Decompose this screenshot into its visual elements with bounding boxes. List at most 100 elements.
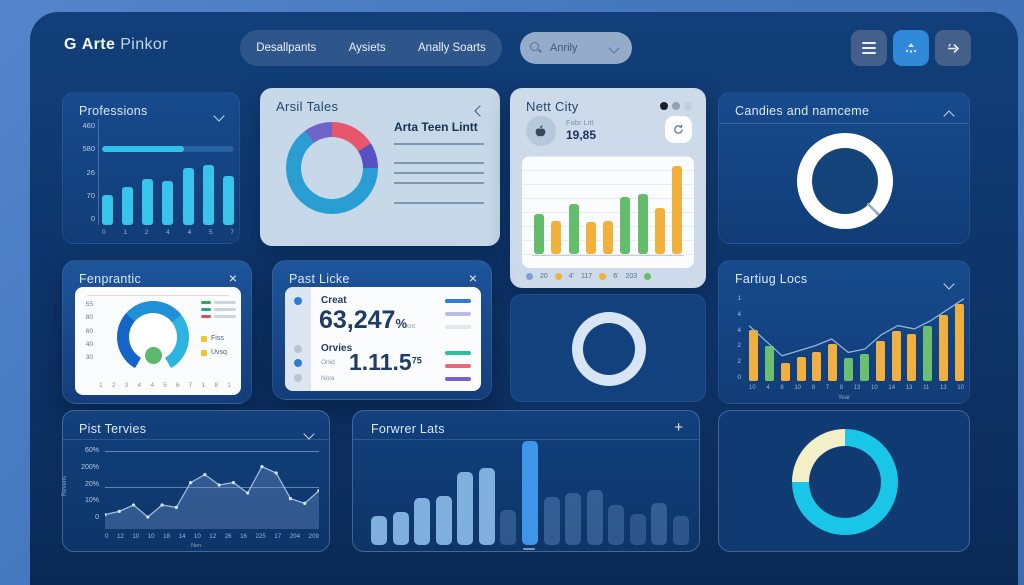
pist-x-title: Nen (190, 543, 202, 549)
dash (445, 299, 471, 303)
dash (445, 351, 471, 355)
search-box[interactable] (520, 32, 632, 64)
progress-fill (102, 146, 184, 152)
search-input[interactable] (548, 41, 604, 55)
label: 4 (150, 382, 154, 389)
stat2-value: 1.11.5 (349, 349, 412, 375)
arsil-donut-chart (286, 122, 378, 214)
nett-stat-value: 19,85 (566, 128, 597, 142)
bar (521, 441, 538, 545)
bar (478, 468, 495, 545)
label: 6 (175, 382, 180, 389)
pager-dots[interactable] (660, 102, 692, 110)
donut-hole (583, 323, 635, 375)
label: 13 (853, 385, 861, 391)
label: 13 (905, 385, 913, 391)
dash (445, 364, 471, 368)
bar (954, 303, 964, 381)
ring-card (510, 294, 706, 402)
bar (543, 497, 560, 545)
candies-title: Candies and namceme (735, 104, 870, 118)
nav-item-2[interactable]: Aysiets (348, 42, 386, 54)
chevron-down-icon[interactable] (303, 425, 315, 443)
label: 13 (939, 385, 947, 391)
nett-chart-panel (522, 156, 694, 268)
label: 460 (82, 121, 95, 130)
chevron-down-icon[interactable] (943, 275, 955, 293)
fartiug-line-overlay (749, 297, 964, 381)
refresh-button[interactable] (665, 116, 692, 143)
fartiug-bar-chart (749, 297, 964, 381)
stat2-value-row: 1.11.575 (349, 349, 422, 376)
bar (907, 333, 917, 381)
logo-g: G (64, 36, 77, 53)
label: 26 (86, 167, 95, 177)
divider (719, 123, 969, 124)
search-icon (530, 42, 542, 54)
legend-item: Uvsq (201, 349, 227, 356)
donut-hole (301, 137, 363, 199)
apps-button[interactable] (893, 30, 929, 66)
legend-dash (201, 308, 236, 311)
legend-dot (526, 273, 533, 280)
dot (294, 374, 302, 382)
bar (939, 315, 949, 381)
label: 7 (230, 229, 234, 236)
bar (435, 496, 452, 545)
legend-value: 117 (581, 273, 593, 280)
bar (629, 513, 646, 545)
bar (586, 489, 603, 545)
menu-button[interactable] (851, 30, 887, 66)
chart-svg (105, 465, 319, 529)
chevron-down-icon[interactable] (213, 107, 225, 125)
label: 10% (84, 497, 99, 505)
br-donut-chart (792, 429, 898, 535)
legend-dot (644, 273, 652, 280)
label: 80 (85, 314, 93, 322)
bar (414, 498, 431, 545)
nav-item-3[interactable]: Anally Soarts (418, 42, 486, 54)
nett-stat-label: Fabr Litt (566, 118, 594, 127)
close-icon[interactable]: × (468, 270, 477, 286)
mini-legend (201, 301, 236, 318)
chevron-down-icon[interactable] (608, 42, 620, 54)
bar (500, 509, 517, 545)
bar (844, 358, 854, 381)
dot (672, 102, 680, 110)
past-licke-panel: Creat 63,247%cnt Orvies Orlid Nola 1.11.… (285, 287, 481, 391)
legend-value: 4' (568, 273, 575, 280)
bar (392, 511, 409, 545)
dash (445, 325, 471, 329)
send-button[interactable] (935, 30, 971, 66)
nav-item-1[interactable]: Desallpants (256, 42, 317, 54)
arsil-tales-title: Arsil Tales (276, 99, 339, 114)
label: 70 (86, 190, 95, 200)
bar (812, 351, 822, 381)
label: 10 (132, 533, 140, 540)
label: 580 (82, 144, 95, 154)
pist-area-chart (105, 449, 319, 529)
close-icon[interactable]: × (228, 270, 237, 286)
label: 200% (81, 463, 99, 471)
text-line (394, 182, 484, 184)
label: 204 (289, 533, 301, 540)
bar (637, 193, 648, 254)
add-icon[interactable]: + (674, 419, 683, 436)
donut-divider-line (866, 202, 880, 216)
forwrer-title: Forwrer Lats (371, 422, 445, 436)
bar (202, 164, 214, 225)
label: 2 (144, 229, 149, 236)
label: 8 (214, 382, 219, 389)
label: 5 (163, 382, 167, 389)
professions-title: Professions (79, 104, 148, 118)
bar (457, 472, 474, 545)
label: 1 (227, 382, 231, 389)
bar (620, 197, 631, 254)
dot (660, 102, 668, 110)
label: 2 (737, 358, 741, 366)
pist-y-title: Revens (62, 475, 69, 497)
gauge-dot (145, 347, 162, 364)
main-nav: Desallpants Aysiets Anally Soarts (240, 30, 502, 66)
label: 0 (90, 214, 95, 223)
